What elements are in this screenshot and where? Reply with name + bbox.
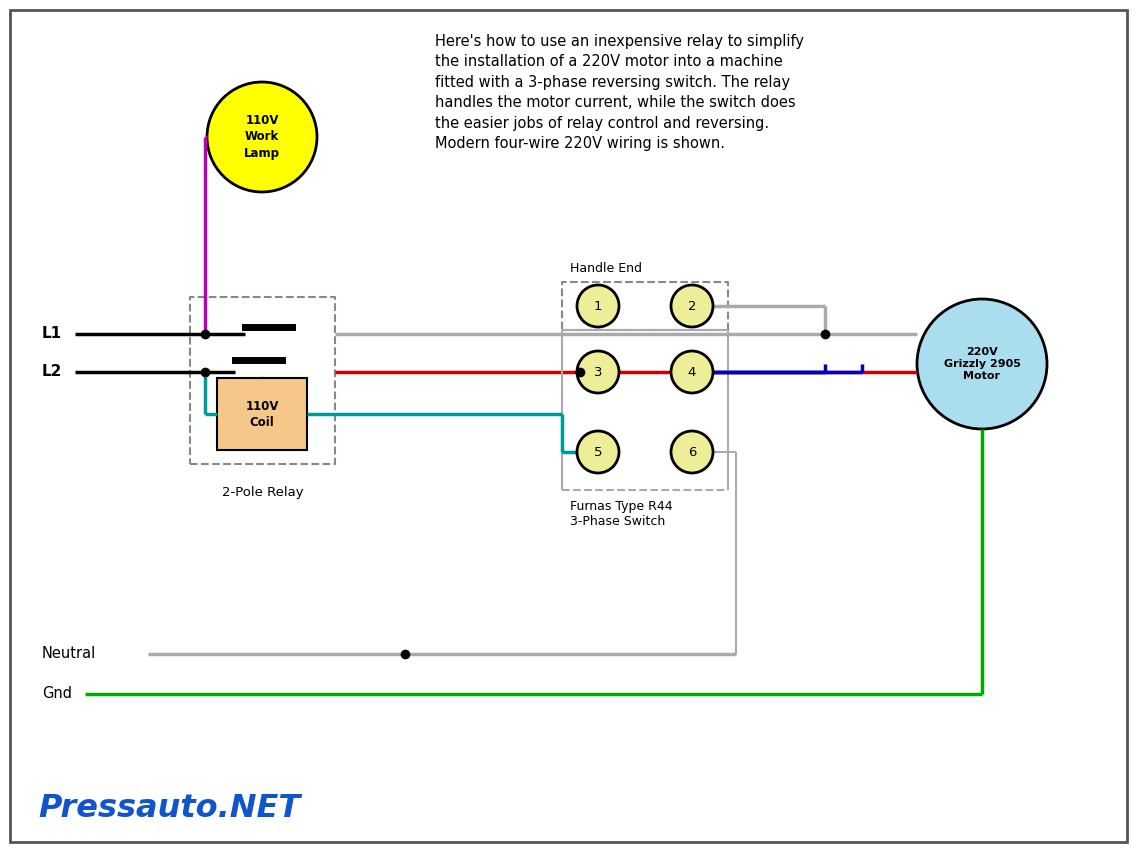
Circle shape xyxy=(671,351,713,393)
Text: 6: 6 xyxy=(688,446,696,458)
Text: Handle End: Handle End xyxy=(570,262,642,275)
Text: Pressauto.NET: Pressauto.NET xyxy=(38,793,300,824)
Text: 220V
Grizzly 2905
Motor: 220V Grizzly 2905 Motor xyxy=(944,347,1020,382)
Text: Gnd: Gnd xyxy=(42,687,72,701)
Text: Furnas Type R44
3-Phase Switch: Furnas Type R44 3-Phase Switch xyxy=(570,500,673,528)
Text: 2-Pole Relay: 2-Pole Relay xyxy=(222,486,304,499)
Text: Here's how to use an inexpensive relay to simplify
the installation of a 220V mo: Here's how to use an inexpensive relay t… xyxy=(435,34,804,151)
Circle shape xyxy=(207,82,317,192)
Text: 110V
Work
Lamp: 110V Work Lamp xyxy=(244,114,280,159)
Circle shape xyxy=(671,431,713,473)
Text: 4: 4 xyxy=(688,366,696,378)
FancyBboxPatch shape xyxy=(217,378,307,450)
Circle shape xyxy=(576,351,619,393)
Text: L2: L2 xyxy=(42,365,63,379)
Text: Neutral: Neutral xyxy=(42,647,97,661)
Circle shape xyxy=(576,431,619,473)
Text: 110V
Coil: 110V Coil xyxy=(246,400,279,429)
Circle shape xyxy=(576,285,619,327)
Text: 1: 1 xyxy=(594,300,603,313)
Circle shape xyxy=(918,299,1047,429)
Text: 3: 3 xyxy=(594,366,603,378)
Text: 2: 2 xyxy=(688,300,696,313)
Text: 5: 5 xyxy=(594,446,603,458)
Text: L1: L1 xyxy=(42,326,63,342)
Circle shape xyxy=(671,285,713,327)
